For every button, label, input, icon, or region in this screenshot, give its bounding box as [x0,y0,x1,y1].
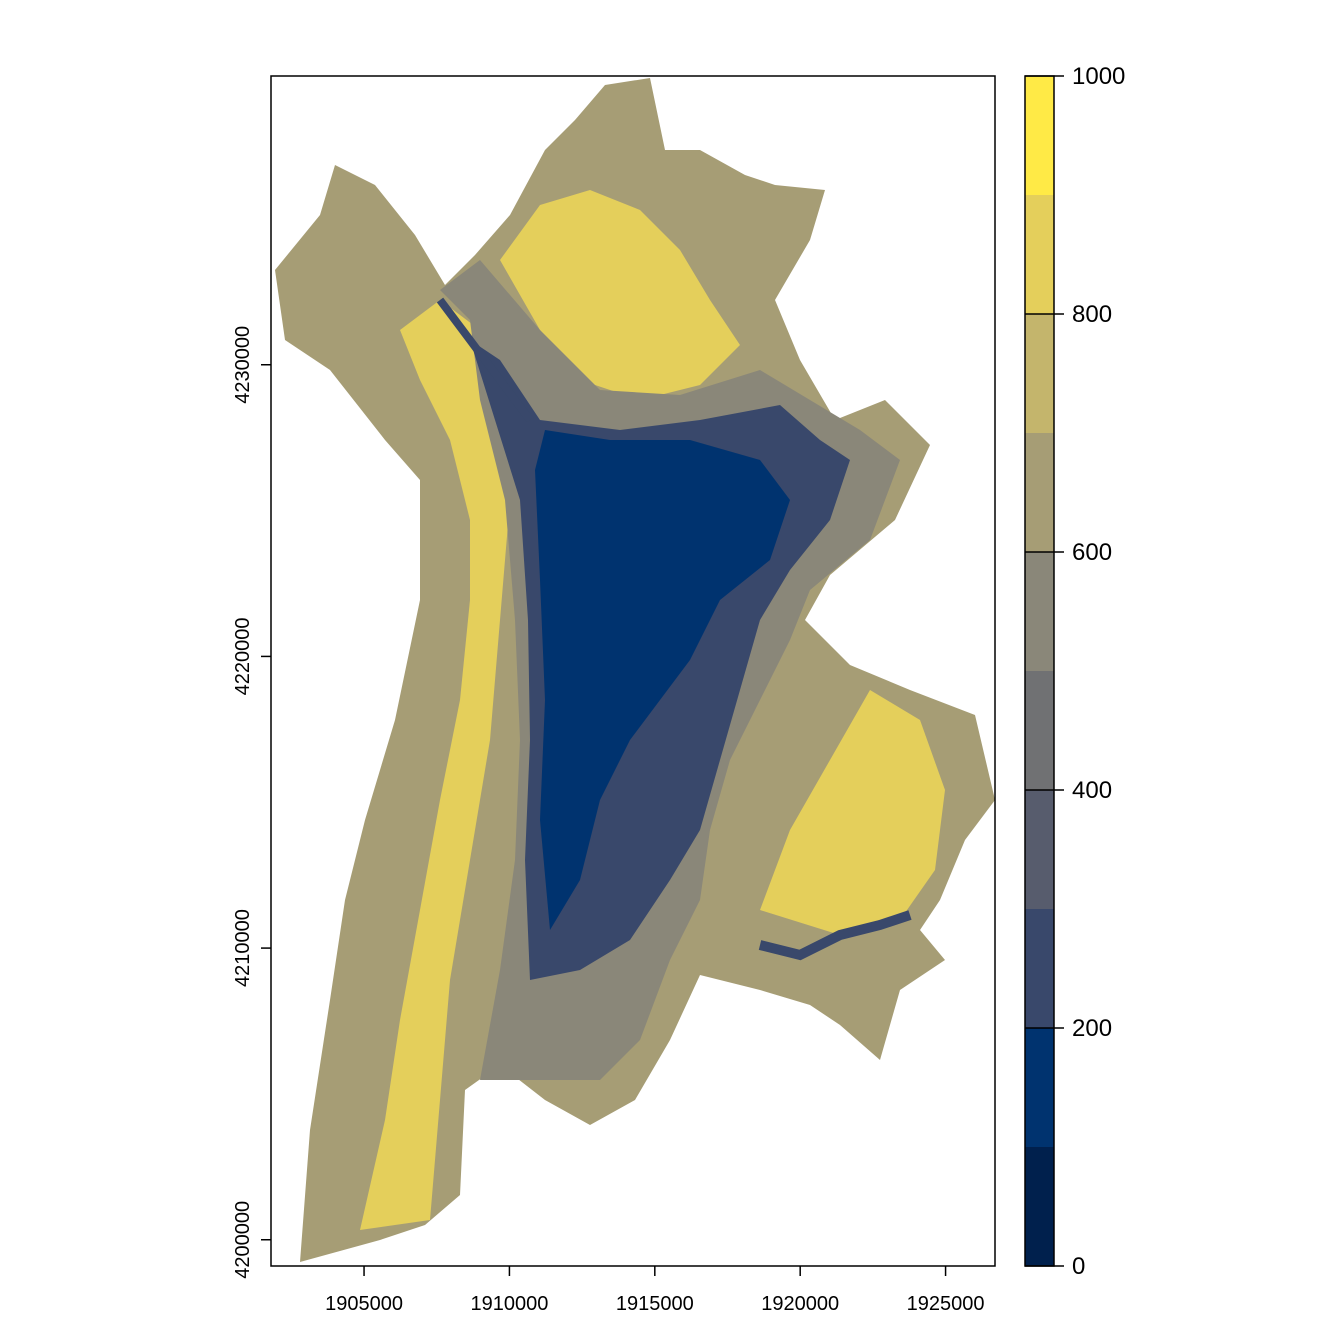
legend-tick-label: 1000 [1072,63,1125,90]
y-tick-label: 4210000 [232,909,254,987]
raster-zone-east-hills [760,690,945,935]
y-axis: 4200000 4210000 4220000 4230000 [232,326,271,1279]
legend-tick-label: 400 [1072,777,1112,804]
legend-swatch [1025,1147,1054,1266]
x-tick-label: 1905000 [325,1293,403,1315]
legend-swatch [1025,195,1054,314]
raster-zone-basin-floor [535,430,790,930]
legend: 0 200 400 600 800 1000 [1024,63,1125,1280]
legend-tick-label: 200 [1072,1015,1112,1042]
y-tick-label: 4220000 [232,617,254,695]
legend-swatch [1025,552,1054,671]
raster-zone-river [758,910,912,961]
raster-zone-west-ridge [360,300,510,1230]
legend-swatch [1025,1028,1054,1147]
legend-swatch [1025,909,1054,1028]
legend-swatch [1025,314,1054,433]
raster-map [275,78,995,1262]
raster-zone-north-ridge [500,190,740,400]
x-tick-label: 1910000 [470,1293,548,1315]
legend-swatch [1025,76,1054,195]
x-tick-label: 1920000 [761,1293,839,1315]
x-tick-label: 1925000 [907,1293,985,1315]
plot-frame [270,75,996,1267]
x-tick-label: 1915000 [616,1293,694,1315]
legend-tick-label: 800 [1072,301,1112,328]
legend-swatch [1025,671,1054,790]
legend-swatch [1025,790,1054,909]
legend-swatch [1025,433,1054,552]
legend-tick-label: 600 [1072,539,1112,566]
y-tick-label: 4230000 [232,326,254,404]
x-axis: 1905000 1910000 1915000 1920000 1925000 [325,1266,985,1315]
raster-zone-river-nw [436,297,534,423]
y-tick-label: 4200000 [232,1201,254,1279]
legend-tick-label: 0 [1072,1253,1085,1280]
